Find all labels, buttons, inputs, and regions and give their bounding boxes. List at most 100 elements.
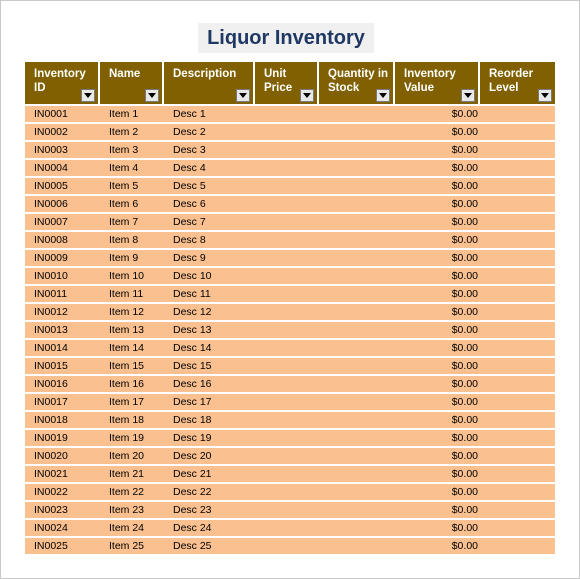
cell-name[interactable]: Item 20 bbox=[100, 448, 164, 466]
cell-inventory-id[interactable]: IN0016 bbox=[25, 376, 100, 394]
cell-name[interactable]: Item 11 bbox=[100, 286, 164, 304]
cell-description[interactable]: Desc 25 bbox=[164, 538, 255, 556]
cell-inventory-value[interactable]: $0.00 bbox=[395, 520, 480, 538]
cell-inventory-value[interactable]: $0.00 bbox=[395, 178, 480, 196]
cell-unit-price[interactable] bbox=[255, 178, 319, 196]
cell-inventory-id[interactable]: IN0022 bbox=[25, 484, 100, 502]
cell-quantity-in-stock[interactable] bbox=[319, 358, 395, 376]
cell-reorder-level[interactable] bbox=[480, 124, 555, 142]
cell-inventory-value[interactable]: $0.00 bbox=[395, 322, 480, 340]
cell-reorder-level[interactable] bbox=[480, 430, 555, 448]
cell-quantity-in-stock[interactable] bbox=[319, 430, 395, 448]
cell-description[interactable]: Desc 8 bbox=[164, 232, 255, 250]
cell-name[interactable]: Item 18 bbox=[100, 412, 164, 430]
cell-reorder-level[interactable] bbox=[480, 286, 555, 304]
cell-description[interactable]: Desc 15 bbox=[164, 358, 255, 376]
cell-unit-price[interactable] bbox=[255, 448, 319, 466]
cell-quantity-in-stock[interactable] bbox=[319, 502, 395, 520]
cell-name[interactable]: Item 23 bbox=[100, 502, 164, 520]
cell-inventory-id[interactable]: IN0019 bbox=[25, 430, 100, 448]
cell-reorder-level[interactable] bbox=[480, 142, 555, 160]
cell-name[interactable]: Item 17 bbox=[100, 394, 164, 412]
cell-quantity-in-stock[interactable] bbox=[319, 538, 395, 556]
cell-quantity-in-stock[interactable] bbox=[319, 394, 395, 412]
cell-description[interactable]: Desc 18 bbox=[164, 412, 255, 430]
cell-reorder-level[interactable] bbox=[480, 412, 555, 430]
cell-unit-price[interactable] bbox=[255, 250, 319, 268]
cell-quantity-in-stock[interactable] bbox=[319, 232, 395, 250]
cell-quantity-in-stock[interactable] bbox=[319, 340, 395, 358]
cell-unit-price[interactable] bbox=[255, 394, 319, 412]
cell-description[interactable]: Desc 7 bbox=[164, 214, 255, 232]
cell-inventory-id[interactable]: IN0020 bbox=[25, 448, 100, 466]
cell-quantity-in-stock[interactable] bbox=[319, 214, 395, 232]
cell-inventory-value[interactable]: $0.00 bbox=[395, 358, 480, 376]
cell-inventory-id[interactable]: IN0004 bbox=[25, 160, 100, 178]
filter-dropdown-button[interactable] bbox=[461, 89, 475, 102]
cell-name[interactable]: Item 2 bbox=[100, 124, 164, 142]
filter-dropdown-button[interactable] bbox=[81, 89, 95, 102]
cell-inventory-id[interactable]: IN0008 bbox=[25, 232, 100, 250]
cell-inventory-value[interactable]: $0.00 bbox=[395, 196, 480, 214]
cell-name[interactable]: Item 13 bbox=[100, 322, 164, 340]
cell-name[interactable]: Item 1 bbox=[100, 106, 164, 124]
cell-quantity-in-stock[interactable] bbox=[319, 268, 395, 286]
cell-quantity-in-stock[interactable] bbox=[319, 520, 395, 538]
cell-unit-price[interactable] bbox=[255, 322, 319, 340]
cell-description[interactable]: Desc 9 bbox=[164, 250, 255, 268]
cell-description[interactable]: Desc 6 bbox=[164, 196, 255, 214]
cell-reorder-level[interactable] bbox=[480, 358, 555, 376]
cell-unit-price[interactable] bbox=[255, 268, 319, 286]
cell-quantity-in-stock[interactable] bbox=[319, 178, 395, 196]
cell-name[interactable]: Item 21 bbox=[100, 466, 164, 484]
cell-quantity-in-stock[interactable] bbox=[319, 160, 395, 178]
cell-inventory-value[interactable]: $0.00 bbox=[395, 142, 480, 160]
cell-inventory-value[interactable]: $0.00 bbox=[395, 376, 480, 394]
cell-quantity-in-stock[interactable] bbox=[319, 286, 395, 304]
cell-inventory-value[interactable]: $0.00 bbox=[395, 502, 480, 520]
cell-unit-price[interactable] bbox=[255, 484, 319, 502]
cell-unit-price[interactable] bbox=[255, 232, 319, 250]
cell-reorder-level[interactable] bbox=[480, 304, 555, 322]
cell-quantity-in-stock[interactable] bbox=[319, 196, 395, 214]
cell-reorder-level[interactable] bbox=[480, 538, 555, 556]
cell-inventory-value[interactable]: $0.00 bbox=[395, 466, 480, 484]
cell-name[interactable]: Item 25 bbox=[100, 538, 164, 556]
cell-name[interactable]: Item 15 bbox=[100, 358, 164, 376]
cell-inventory-value[interactable]: $0.00 bbox=[395, 250, 480, 268]
cell-name[interactable]: Item 8 bbox=[100, 232, 164, 250]
cell-inventory-id[interactable]: IN0015 bbox=[25, 358, 100, 376]
cell-unit-price[interactable] bbox=[255, 124, 319, 142]
cell-inventory-value[interactable]: $0.00 bbox=[395, 232, 480, 250]
cell-quantity-in-stock[interactable] bbox=[319, 484, 395, 502]
cell-inventory-value[interactable]: $0.00 bbox=[395, 538, 480, 556]
cell-inventory-id[interactable]: IN0006 bbox=[25, 196, 100, 214]
cell-reorder-level[interactable] bbox=[480, 322, 555, 340]
filter-dropdown-button[interactable] bbox=[145, 89, 159, 102]
cell-description[interactable]: Desc 13 bbox=[164, 322, 255, 340]
cell-inventory-id[interactable]: IN0021 bbox=[25, 466, 100, 484]
cell-description[interactable]: Desc 4 bbox=[164, 160, 255, 178]
cell-unit-price[interactable] bbox=[255, 412, 319, 430]
cell-description[interactable]: Desc 3 bbox=[164, 142, 255, 160]
cell-name[interactable]: Item 4 bbox=[100, 160, 164, 178]
cell-unit-price[interactable] bbox=[255, 466, 319, 484]
cell-unit-price[interactable] bbox=[255, 376, 319, 394]
cell-inventory-id[interactable]: IN0011 bbox=[25, 286, 100, 304]
cell-description[interactable]: Desc 5 bbox=[164, 178, 255, 196]
cell-quantity-in-stock[interactable] bbox=[319, 376, 395, 394]
cell-unit-price[interactable] bbox=[255, 358, 319, 376]
cell-description[interactable]: Desc 11 bbox=[164, 286, 255, 304]
cell-inventory-id[interactable]: IN0002 bbox=[25, 124, 100, 142]
cell-inventory-value[interactable]: $0.00 bbox=[395, 340, 480, 358]
cell-description[interactable]: Desc 12 bbox=[164, 304, 255, 322]
cell-inventory-id[interactable]: IN0010 bbox=[25, 268, 100, 286]
cell-inventory-id[interactable]: IN0003 bbox=[25, 142, 100, 160]
filter-dropdown-button[interactable] bbox=[236, 89, 250, 102]
cell-inventory-value[interactable]: $0.00 bbox=[395, 394, 480, 412]
cell-quantity-in-stock[interactable] bbox=[319, 448, 395, 466]
cell-unit-price[interactable] bbox=[255, 286, 319, 304]
cell-inventory-id[interactable]: IN0007 bbox=[25, 214, 100, 232]
cell-inventory-id[interactable]: IN0009 bbox=[25, 250, 100, 268]
cell-name[interactable]: Item 10 bbox=[100, 268, 164, 286]
